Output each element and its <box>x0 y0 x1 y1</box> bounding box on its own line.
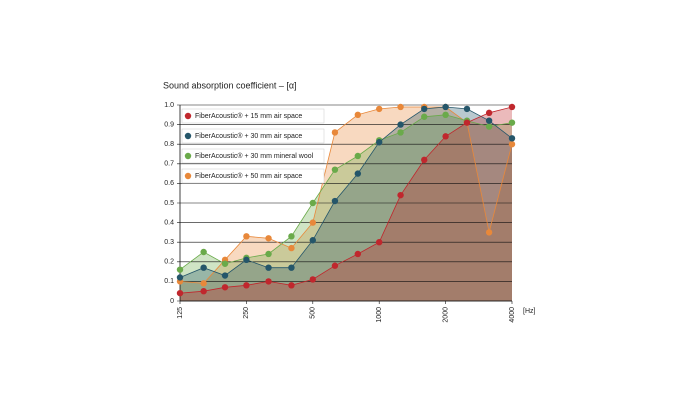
point <box>376 105 383 113</box>
point <box>354 170 362 177</box>
point <box>397 191 404 199</box>
point <box>508 103 516 111</box>
legend-box <box>181 148 325 164</box>
point <box>265 250 272 258</box>
point <box>288 264 295 271</box>
point <box>442 111 449 119</box>
point <box>354 111 362 119</box>
point <box>221 260 229 267</box>
point <box>485 109 493 117</box>
point <box>243 233 250 240</box>
point <box>331 262 339 269</box>
point <box>331 197 339 205</box>
x-tick-label: 125 <box>177 307 184 319</box>
point <box>176 274 184 281</box>
line <box>179 114 513 270</box>
legend-marker <box>184 152 192 160</box>
y-tick-label: 0.3 <box>164 239 174 246</box>
legend-label: FiberAcoustic® + 15 mm air space <box>195 112 302 120</box>
y-tick-label: 0.7 <box>164 161 174 168</box>
point <box>485 117 493 124</box>
y-tick-label: 1.0 <box>164 102 174 109</box>
point <box>200 288 207 295</box>
x-tick-label: 2000 <box>442 307 449 323</box>
line <box>179 106 513 284</box>
point <box>442 103 449 111</box>
point <box>485 123 493 130</box>
point <box>508 135 516 142</box>
point <box>309 276 316 283</box>
point <box>463 105 471 113</box>
point <box>354 250 362 258</box>
point <box>421 156 428 164</box>
point <box>200 248 207 256</box>
point <box>331 129 339 136</box>
legend-label: FiberAcoustic® + 30 mm air space <box>195 132 302 140</box>
point <box>176 289 184 297</box>
point <box>221 284 229 291</box>
point <box>309 199 316 207</box>
y-tick-label: 0.6 <box>164 180 174 187</box>
point <box>200 264 207 271</box>
point <box>397 103 404 111</box>
point <box>243 256 250 264</box>
point <box>508 141 516 148</box>
area <box>180 107 512 301</box>
point <box>200 280 207 287</box>
y-tick-label: 0 <box>170 298 174 305</box>
line <box>179 106 513 294</box>
point <box>354 152 362 160</box>
legend-marker <box>184 112 192 120</box>
x-axis-label: [Hz] <box>523 308 536 315</box>
line <box>179 106 513 278</box>
legend-label: FiberAcoustic® + 50 mm air space <box>195 172 302 180</box>
point <box>265 235 272 242</box>
point <box>421 105 428 113</box>
point <box>243 282 250 289</box>
point <box>288 282 295 289</box>
x-tick-label: 250 <box>243 307 250 319</box>
point <box>265 278 272 285</box>
point <box>265 264 272 271</box>
point <box>421 113 428 120</box>
legend-box <box>181 128 325 144</box>
point <box>309 237 316 244</box>
point <box>309 219 316 226</box>
x-tick-label: 4000 <box>509 307 516 323</box>
y-tick-label: 0.4 <box>164 219 174 226</box>
point <box>376 139 383 146</box>
y-tick-label: 0.2 <box>164 259 174 266</box>
point <box>221 272 229 279</box>
point <box>442 133 449 140</box>
point <box>176 266 184 273</box>
y-tick-label: 0.5 <box>164 200 174 207</box>
y-tick-label: 0.1 <box>164 278 174 285</box>
point <box>288 244 295 252</box>
y-tick-label: 0.8 <box>164 141 174 148</box>
point <box>463 119 471 126</box>
point <box>397 129 404 136</box>
legend-label: FiberAcoustic® + 30 mm mineral wool <box>195 152 314 160</box>
y-tick-label: 0.9 <box>164 121 174 128</box>
x-tick-label: 1000 <box>376 307 383 323</box>
legend-marker <box>184 132 192 140</box>
point <box>376 239 383 246</box>
legend-marker <box>184 172 192 180</box>
area <box>180 107 512 301</box>
area <box>180 114 512 301</box>
point <box>288 233 295 240</box>
legend-box <box>181 108 325 124</box>
point <box>397 121 404 128</box>
legend-box <box>181 168 325 184</box>
point <box>508 119 516 126</box>
point <box>485 229 493 236</box>
area <box>180 107 512 301</box>
x-tick-label: 500 <box>310 307 317 319</box>
chart-title: Sound absorption coefficient – [α] <box>163 80 297 90</box>
point <box>331 166 339 173</box>
